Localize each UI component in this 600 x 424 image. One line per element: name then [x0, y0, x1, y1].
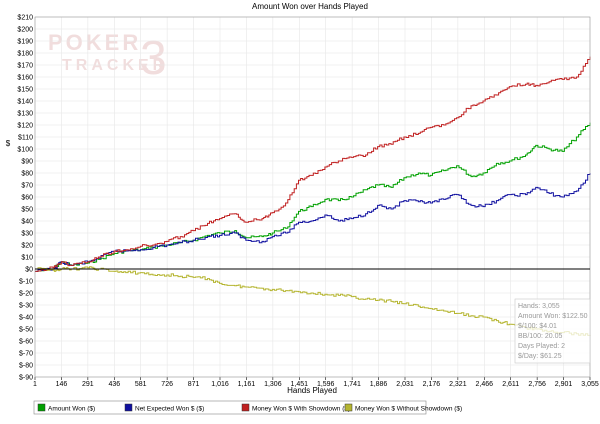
stats-line: Days Played: 2	[518, 343, 565, 350]
y-tick-label: $10	[21, 255, 33, 262]
x-tick-label: 1	[33, 381, 37, 388]
x-tick-label: 2,901	[555, 381, 573, 388]
legend-swatch	[241, 403, 250, 412]
series-lines	[35, 56, 591, 336]
y-tick-label: $-70	[19, 351, 33, 358]
x-tick-label: 581	[135, 381, 147, 388]
x-tick-label: 2,031	[396, 381, 414, 388]
x-tick-label: 1,306	[264, 381, 282, 388]
y-tick-label: $190	[17, 39, 33, 46]
x-tick-label: 1,596	[317, 381, 335, 388]
y-tick-label: $-10	[19, 279, 33, 286]
stats-line: $/100: $4.01	[518, 323, 557, 330]
x-tick-label: 1,451	[291, 381, 309, 388]
y-tick-label: $-20	[19, 291, 33, 298]
legend-swatch	[124, 403, 133, 412]
y-tick-label: $50	[21, 207, 33, 214]
y-tick-label: $30	[21, 231, 33, 238]
x-axis-label: Hands Played	[287, 386, 337, 395]
stats-line: BB/100: 20.05	[518, 333, 562, 340]
legend-swatch	[37, 403, 46, 412]
stats-box: Hands: 3,055 Amount Won: $122.50 $/100: $4…	[514, 298, 591, 364]
legend-label: Amount Won ($)	[48, 406, 95, 413]
x-tick-label: 436	[108, 381, 120, 388]
y-tick-label: $170	[17, 63, 33, 70]
y-tick-label: $90	[21, 159, 33, 166]
x-tick-label: 1,741	[343, 381, 361, 388]
y-tick-label: $-80	[19, 363, 33, 370]
watermark-line1: POKER	[48, 30, 141, 55]
y-tick-labels: $210 $200 $190 $180 $170 $160 $150 $140 $130 $120…	[17, 15, 33, 382]
stats-line: Hands: 3,055	[518, 303, 560, 310]
x-tick-label: 1,886	[370, 381, 388, 388]
x-tick-label: 1,016	[211, 381, 229, 388]
y-tick-label: $80	[21, 171, 33, 178]
y-tick-label: $120	[17, 123, 33, 130]
y-tick-label: $180	[17, 51, 33, 58]
series-line-4	[35, 266, 591, 336]
y-tick-label: $160	[17, 75, 33, 82]
y-tick-label: $200	[17, 27, 33, 34]
legend-swatch	[344, 403, 353, 412]
y-tick-label: $210	[17, 15, 33, 22]
series-line-3	[35, 56, 591, 272]
legend-item: Net Expected Won $ ($)	[124, 403, 204, 413]
legend-item: Money Won $ With Showdown ($)	[241, 403, 350, 413]
y-tick-label: $-90	[19, 375, 33, 382]
watermark-line2: TRACKER	[62, 57, 168, 74]
stats-line: Amount Won: $122.50	[518, 313, 588, 320]
legend-label: Money Won $ Without Showdown ($)	[355, 406, 462, 413]
y-tick-label: $-30	[19, 303, 33, 310]
y-tick-label: $130	[17, 111, 33, 118]
x-tick-label: 2,611	[502, 381, 519, 388]
y-tick-label: $100	[17, 147, 33, 154]
y-tick-label: $-40	[19, 315, 33, 322]
y-tick-label: $150	[17, 87, 33, 94]
x-tick-label: 726	[161, 381, 173, 388]
y-tick-label: $70	[21, 183, 33, 190]
x-tick-label: 2,756	[528, 381, 546, 388]
x-tick-label: 871	[188, 381, 200, 388]
y-tick-label: $60	[21, 195, 33, 202]
x-tick-label: 2,176	[423, 381, 441, 388]
legend-item: Amount Won ($)	[37, 403, 95, 413]
stats-line: $/Day: $61.25	[518, 353, 562, 360]
x-tick-label: 1,161	[238, 381, 256, 388]
chart-title: Amount Won over Hands Played	[252, 2, 368, 11]
y-axis-label: $	[6, 139, 11, 148]
axes	[34, 16, 591, 380]
x-tick-label: 291	[82, 381, 94, 388]
y-tick-label: $20	[21, 243, 33, 250]
y-tick-label: $-50	[19, 327, 33, 334]
x-tick-label: 2,321	[449, 381, 467, 388]
legend-item: Money Won $ Without Showdown ($)	[344, 403, 462, 413]
x-tick-label: 146	[56, 381, 68, 388]
legend-label: Money Won $ With Showdown ($)	[252, 406, 350, 413]
y-tick-label: $110	[18, 135, 33, 142]
y-tick-label: $140	[17, 99, 33, 106]
legend-label: Net Expected Won $ ($)	[135, 406, 204, 413]
x-tick-label: 2,466	[476, 381, 494, 388]
legend: Amount Won ($) Net Expected Won $ ($) Mone…	[33, 400, 462, 415]
plot-border	[34, 16, 591, 378]
x-tick-labels: 1 146 291 436 581 726 871 1,016 1,161 1,306 1,451 1…	[33, 381, 599, 388]
y-tick-label: $-60	[19, 339, 33, 346]
y-tick-label: $0	[25, 267, 33, 274]
y-tick-label: $40	[21, 219, 33, 226]
x-tick-label: 3,055	[581, 381, 599, 388]
